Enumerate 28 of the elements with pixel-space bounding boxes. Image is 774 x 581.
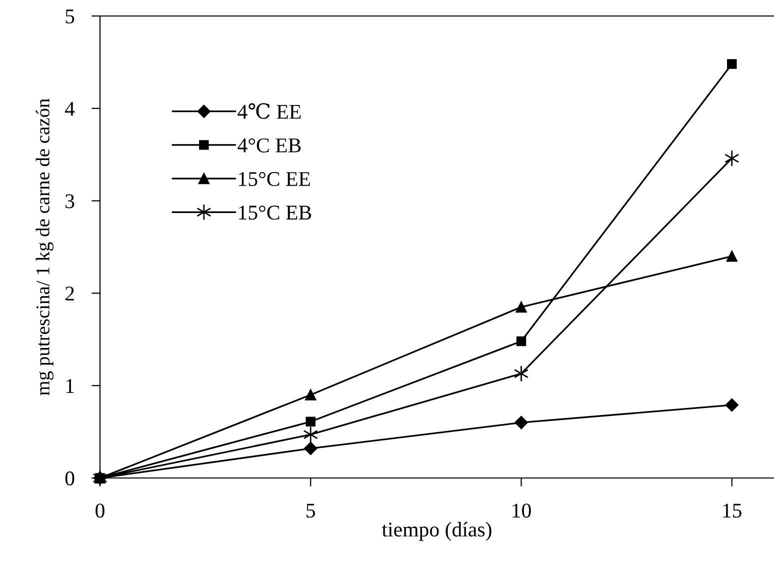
y-tick-label: 4	[64, 102, 75, 116]
y-tick-label: 5	[66, 10, 74, 24]
legend-label: 4℃ EE	[238, 103, 301, 119]
legend-label: 4°C EB	[238, 138, 301, 152]
y-tick-label: 1	[66, 379, 74, 393]
point	[726, 250, 738, 262]
point	[724, 150, 740, 167]
x-tick-label: 15	[723, 504, 742, 518]
point	[516, 302, 527, 313]
y-axis-title: mg putrescina/ 1 kg de carne de cazón	[36, 98, 54, 396]
point	[303, 426, 318, 443]
point	[516, 336, 526, 346]
x-tick-label: 0	[96, 504, 104, 518]
point	[304, 442, 318, 456]
legend-label: 15°C EE	[239, 172, 310, 186]
y-tick-label: 3	[66, 194, 74, 208]
y-tick-label: 2	[66, 286, 74, 300]
x-tick-label: 10	[512, 504, 531, 518]
point	[514, 365, 529, 382]
legend-label: 15°C EB	[239, 206, 312, 220]
point	[305, 389, 316, 400]
point	[306, 416, 316, 426]
point	[514, 416, 528, 430]
y-tick-label: 0	[65, 471, 74, 486]
x-axis-title: tiempo (días)	[382, 522, 492, 541]
point	[725, 398, 738, 412]
x-tick-label: 5	[306, 504, 316, 518]
point	[727, 59, 737, 69]
